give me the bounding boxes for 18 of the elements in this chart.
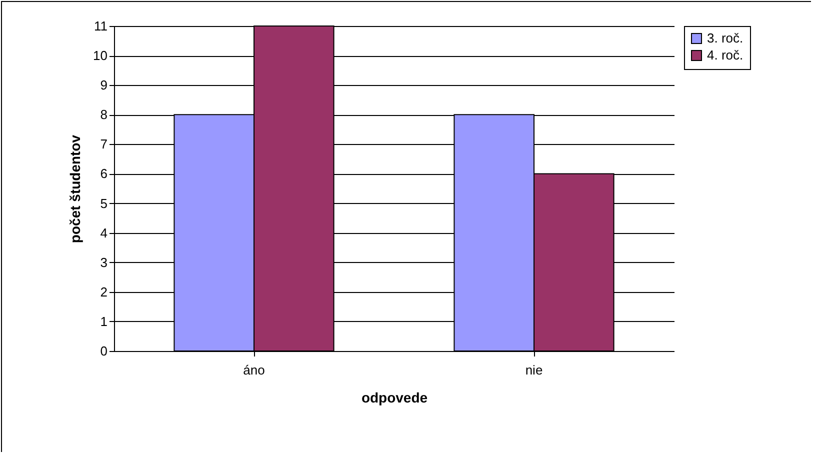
- y-tick-label: 11: [94, 18, 108, 34]
- y-tick-label: 6: [100, 166, 108, 182]
- legend-label: 4. roč.: [707, 48, 744, 62]
- x-tick-label: nie: [525, 362, 543, 378]
- y-tick-label: 9: [100, 78, 108, 93]
- y-tick-label: 8: [100, 107, 108, 122]
- legend-label: 3. roč.: [707, 30, 744, 46]
- y-tick-label: 10: [93, 48, 108, 64]
- y-tick-label: 7: [100, 136, 108, 152]
- y-tick-label: 1: [100, 314, 108, 329]
- y-tick-label: 3: [100, 254, 108, 270]
- y-tick-label: 2: [100, 284, 108, 300]
- y-tick-label: 4: [100, 225, 108, 240]
- y-axis-title: počet študentov: [67, 134, 84, 244]
- x-tick-label: áno: [243, 362, 265, 378]
- y-tick-label: 5: [100, 196, 108, 211]
- x-axis-title: odpovede: [361, 390, 428, 406]
- y-tick-label: 0: [100, 344, 108, 358]
